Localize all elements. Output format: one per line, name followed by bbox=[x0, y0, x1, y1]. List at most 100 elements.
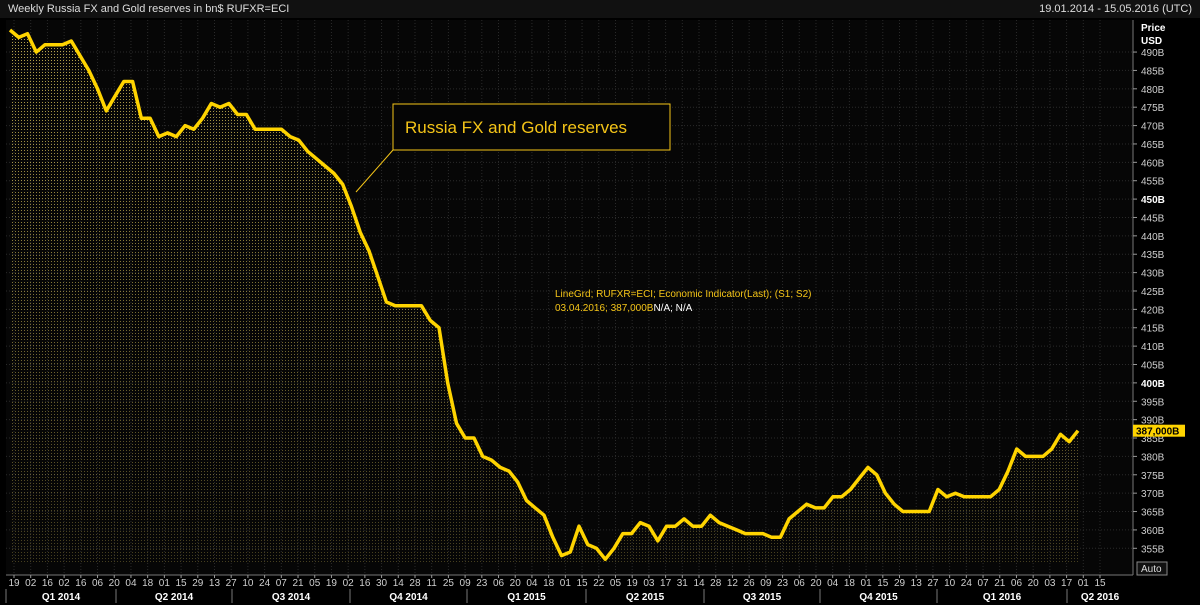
info-date-value: 03.04.2016; 387,000B bbox=[555, 303, 654, 314]
y-tick-label: 375B bbox=[1141, 471, 1165, 482]
x-tick-label: 09 bbox=[760, 578, 772, 589]
x-tick-label: 20 bbox=[1028, 578, 1040, 589]
x-tick-label: 01 bbox=[861, 578, 873, 589]
x-tick-label: 02 bbox=[25, 578, 37, 589]
y-tick-label: 485B bbox=[1141, 66, 1165, 77]
y-tick-label: 380B bbox=[1141, 452, 1165, 463]
reserves-area-fill bbox=[10, 30, 1078, 563]
quarter-label: Q4 2014 bbox=[389, 592, 428, 603]
quarter-label: Q2 2016 bbox=[1081, 592, 1120, 603]
quarter-label: Q2 2014 bbox=[155, 592, 194, 603]
x-tick-label: 01 bbox=[560, 578, 572, 589]
x-tick-label: 17 bbox=[1061, 578, 1073, 589]
x-tick-label: 19 bbox=[326, 578, 338, 589]
y-tick-label: 430B bbox=[1141, 269, 1165, 280]
x-axis-quarters: Q1 2014 Q2 2014 Q3 2014 Q4 2014 Q1 2015 Q2 20… bbox=[5, 589, 1120, 603]
x-tick-label: 26 bbox=[744, 578, 756, 589]
x-tick-label: 10 bbox=[242, 578, 254, 589]
x-tick-label: 29 bbox=[192, 578, 204, 589]
x-tick-label: 28 bbox=[409, 578, 421, 589]
x-tick-label: 23 bbox=[777, 578, 789, 589]
y-axis-ticks: 355B 360B 365B 370B 375B 380B 385B 390B 395B 400B… bbox=[1133, 48, 1165, 555]
y-tick-label: 465B bbox=[1141, 140, 1165, 151]
x-tick-label: 10 bbox=[944, 578, 956, 589]
info-na: N/A; N/A bbox=[653, 303, 692, 314]
axis-header-price: Price bbox=[1141, 23, 1166, 34]
x-tick-label: 22 bbox=[593, 578, 605, 589]
x-tick-label: 06 bbox=[493, 578, 505, 589]
x-tick-label: 07 bbox=[977, 578, 989, 589]
x-tick-label: 20 bbox=[109, 578, 121, 589]
x-tick-label: 20 bbox=[510, 578, 522, 589]
x-tick-label: 24 bbox=[259, 578, 271, 589]
last-value-label: 387,000B bbox=[1136, 427, 1179, 438]
y-tick-label: 440B bbox=[1141, 232, 1165, 243]
x-tick-label: 21 bbox=[994, 578, 1006, 589]
x-tick-label: 05 bbox=[309, 578, 321, 589]
quarter-label: Q1 2016 bbox=[983, 592, 1022, 603]
y-tick-label: 420B bbox=[1141, 305, 1165, 316]
x-tick-label: 11 bbox=[426, 578, 437, 589]
chart-title: Weekly Russia FX and Gold reserves in bn… bbox=[8, 3, 290, 15]
x-axis-ticks: 19 02 16 02 16 06 20 04 18 01 15 29 13 27 10 24 07 21 05 19… bbox=[8, 575, 1106, 589]
x-tick-label: 03 bbox=[643, 578, 655, 589]
x-tick-label: 12 bbox=[727, 578, 739, 589]
x-tick-label: 09 bbox=[460, 578, 472, 589]
x-tick-label: 06 bbox=[92, 578, 104, 589]
quarter-label: Q1 2014 bbox=[42, 592, 81, 603]
reserves-series-line[interactable] bbox=[8, 28, 1080, 562]
y-tick-label: 370B bbox=[1141, 489, 1165, 500]
x-tick-label: 16 bbox=[42, 578, 54, 589]
x-tick-label: 04 bbox=[827, 578, 839, 589]
y-tick-label: 460B bbox=[1141, 158, 1165, 169]
x-tick-label: 05 bbox=[610, 578, 622, 589]
y-tick-label: 435B bbox=[1141, 250, 1165, 261]
y-tick-label: 445B bbox=[1141, 213, 1165, 224]
x-tick-label: 04 bbox=[125, 578, 137, 589]
x-tick-label: 01 bbox=[159, 578, 171, 589]
x-tick-label: 24 bbox=[961, 578, 973, 589]
x-tick-label: 03 bbox=[1044, 578, 1056, 589]
quarter-label: Q3 2014 bbox=[272, 592, 311, 603]
y-tick-label: 355B bbox=[1141, 544, 1165, 555]
legend-callout-line bbox=[355, 149, 394, 193]
x-tick-label: 01 bbox=[1078, 578, 1090, 589]
x-tick-label: 14 bbox=[393, 578, 405, 589]
x-tick-label: 17 bbox=[660, 578, 672, 589]
y-tick-label: 450B bbox=[1141, 195, 1165, 206]
y-tick-label: 475B bbox=[1141, 103, 1165, 114]
x-tick-label: 27 bbox=[226, 578, 238, 589]
x-tick-label: 04 bbox=[526, 578, 538, 589]
x-tick-label: 06 bbox=[794, 578, 806, 589]
axis-header-currency: USD bbox=[1141, 36, 1162, 47]
y-tick-label: 385B bbox=[1141, 434, 1165, 445]
y-tick-label: 365B bbox=[1141, 508, 1165, 519]
x-tick-label: 23 bbox=[476, 578, 488, 589]
quarter-label: Q4 2015 bbox=[859, 592, 898, 603]
auto-scale-button[interactable] bbox=[1136, 561, 1168, 576]
x-tick-label: 21 bbox=[292, 578, 304, 589]
x-tick-label: 18 bbox=[142, 578, 154, 589]
info-line-1: LineGrd; RUFXR=ECI; Economic Indicator(L… bbox=[555, 289, 811, 300]
x-tick-label: 13 bbox=[911, 578, 923, 589]
x-tick-label: 19 bbox=[8, 578, 20, 589]
quarter-label: Q3 2015 bbox=[743, 592, 782, 603]
x-tick-label: 29 bbox=[894, 578, 906, 589]
x-tick-label: 19 bbox=[627, 578, 639, 589]
x-tick-label: 06 bbox=[1011, 578, 1023, 589]
y-tick-label: 480B bbox=[1141, 85, 1165, 96]
y-tick-label: 455B bbox=[1141, 177, 1165, 188]
y-tick-label: 410B bbox=[1141, 342, 1165, 353]
legend-box bbox=[392, 103, 671, 151]
info-line-2: 03.04.2016; 387,000BN/A; N/A bbox=[555, 303, 693, 314]
x-tick-label: 18 bbox=[844, 578, 856, 589]
y-tick-label: 400B bbox=[1141, 379, 1165, 390]
y-tick-label: 425B bbox=[1141, 287, 1165, 298]
x-tick-label: 07 bbox=[276, 578, 288, 589]
x-tick-label: 15 bbox=[877, 578, 889, 589]
x-tick-label: 25 bbox=[443, 578, 455, 589]
title-bar: Weekly Russia FX and Gold reserves in bn… bbox=[0, 0, 1200, 18]
y-tick-label: 490B bbox=[1141, 48, 1165, 59]
